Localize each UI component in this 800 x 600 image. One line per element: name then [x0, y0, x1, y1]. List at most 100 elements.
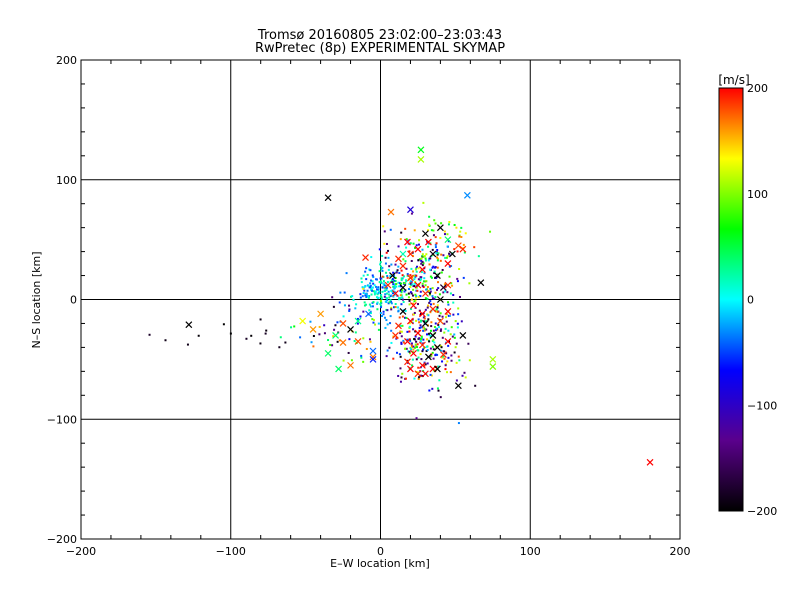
- data-point-dot: [265, 329, 268, 332]
- data-point-dot: [439, 329, 442, 332]
- data-point-dot: [394, 280, 397, 283]
- data-point-dot: [457, 313, 460, 316]
- data-point-x: [404, 358, 411, 366]
- data-point-dot: [434, 246, 437, 249]
- data-point-dot: [370, 256, 373, 259]
- plot-frame: [80, 59, 681, 540]
- data-point-dot: [388, 296, 391, 299]
- data-point-dot: [383, 295, 386, 298]
- data-point-dot: [422, 262, 425, 265]
- data-point-dot: [389, 322, 392, 325]
- data-point-x: [392, 332, 399, 339]
- data-point-dot: [380, 267, 383, 270]
- data-point-dot: [222, 323, 225, 326]
- data-point-dot: [448, 252, 451, 255]
- data-point-dot: [416, 371, 419, 374]
- data-point-dot: [376, 302, 379, 305]
- data-point-dot: [448, 220, 451, 223]
- data-point-x: [444, 260, 452, 267]
- data-point-dot: [348, 309, 351, 312]
- data-point-dot: [259, 318, 262, 321]
- data-point-dot: [426, 362, 429, 365]
- data-point-dot: [417, 303, 420, 306]
- data-point-dot: [423, 364, 426, 367]
- data-point-x: [454, 382, 462, 390]
- data-point-dot: [382, 313, 385, 316]
- data-point-dot: [392, 285, 395, 288]
- data-point-dot: [385, 271, 388, 274]
- data-point-dot: [412, 345, 415, 348]
- data-point-dot: [427, 304, 430, 307]
- data-point-dot: [435, 256, 438, 259]
- data-point-dot: [420, 358, 423, 361]
- data-point-dot: [382, 225, 385, 228]
- data-point-dot: [369, 305, 372, 308]
- data-point-dot: [355, 303, 358, 306]
- data-point-dot: [413, 229, 416, 232]
- data-point-dot: [422, 286, 425, 289]
- data-point-dot: [420, 326, 423, 329]
- data-point-dot: [412, 288, 415, 291]
- data-point-dot: [417, 318, 420, 321]
- data-point-x: [414, 281, 422, 289]
- data-point-dot: [334, 324, 337, 327]
- data-point-dot: [411, 346, 414, 349]
- data-point-dot: [400, 231, 403, 234]
- data-point-dot: [402, 341, 405, 344]
- data-point-dot: [392, 271, 395, 274]
- data-point-x: [399, 284, 407, 291]
- data-point-dot: [381, 254, 384, 257]
- data-point-dot: [428, 223, 431, 226]
- data-point-dot: [381, 266, 384, 269]
- data-point-dot: [375, 278, 378, 281]
- data-point-x: [389, 272, 396, 279]
- data-point-dot: [446, 255, 449, 258]
- data-point-dot: [456, 250, 459, 253]
- data-point-dot: [377, 322, 380, 325]
- data-point-dot: [361, 295, 364, 298]
- data-point-dot: [420, 335, 423, 338]
- data-point-dot: [318, 325, 321, 328]
- colorbar-tick-label: −200: [747, 505, 777, 518]
- data-point-x: [439, 284, 447, 291]
- data-point-dot: [419, 279, 422, 282]
- data-point-x: [459, 332, 467, 339]
- data-point-dot: [431, 248, 434, 251]
- data-point-dot: [368, 309, 371, 312]
- data-point-dot: [381, 269, 384, 272]
- data-point-dot: [423, 272, 426, 275]
- data-point-dot: [377, 286, 380, 289]
- data-point-dot: [463, 251, 466, 254]
- data-point-dot: [369, 312, 372, 315]
- data-point-dot: [372, 318, 375, 321]
- data-point-dot: [437, 365, 440, 368]
- data-point-dot: [428, 263, 431, 266]
- data-point-dot: [440, 253, 443, 256]
- data-point-dot: [424, 257, 427, 260]
- data-point-x: [646, 458, 654, 466]
- data-point-dot: [376, 301, 379, 304]
- data-point-dot: [424, 320, 427, 323]
- data-point-dot: [399, 367, 402, 370]
- data-point-dot: [385, 308, 388, 311]
- data-point-dot: [391, 281, 394, 284]
- data-point-dot: [435, 308, 438, 311]
- data-point-dot: [361, 286, 364, 289]
- data-point-dot: [422, 326, 425, 329]
- data-point-dot: [362, 360, 365, 363]
- data-point-dot: [407, 296, 410, 299]
- data-point-dot: [462, 243, 465, 246]
- data-point-dot: [393, 286, 396, 289]
- data-point-dot: [408, 350, 411, 353]
- data-point-dot: [436, 288, 439, 291]
- data-point-dot: [435, 252, 438, 255]
- data-point-dot: [400, 291, 403, 294]
- data-point-dot: [445, 313, 448, 316]
- data-point-dot: [406, 359, 409, 362]
- data-point-dot: [397, 310, 400, 313]
- data-point-dot: [367, 295, 370, 298]
- data-point-dot: [385, 288, 388, 291]
- data-point-dot: [412, 313, 415, 316]
- data-point-dot: [427, 314, 430, 317]
- data-point-dot: [413, 285, 416, 288]
